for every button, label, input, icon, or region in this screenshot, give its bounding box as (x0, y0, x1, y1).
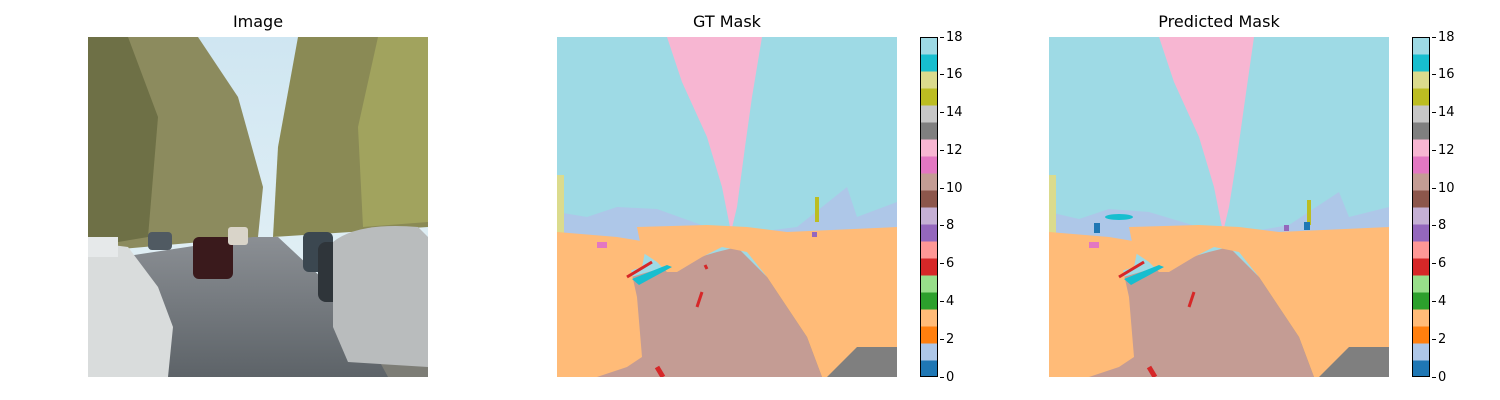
colorbar-frame (1412, 37, 1430, 377)
colorbar-swatch (920, 343, 938, 361)
predicted-colorbar (1412, 37, 1430, 378)
gt-mask-title: GT Mask (693, 12, 761, 31)
colorbar-tick-label: 0 (939, 369, 955, 385)
colorbar-tick-label: 2 (939, 331, 955, 347)
colorbar-swatch (1412, 360, 1430, 378)
colorbar-swatch (1412, 122, 1430, 140)
colorbar-swatch (1412, 105, 1430, 123)
colorbar-tick-label: 8 (1431, 218, 1447, 234)
colorbar-swatch (1412, 88, 1430, 106)
colorbar-swatch (920, 54, 938, 72)
colorbar-tick-label: 2 (1431, 331, 1447, 347)
predicted-mask-title: Predicted Mask (1158, 12, 1280, 31)
colorbar-swatch (920, 156, 938, 174)
colorbar-swatch (920, 71, 938, 89)
colorbar-swatch (920, 139, 938, 157)
colorbar-swatch (1412, 326, 1430, 344)
colorbar-tick-label: 16 (940, 67, 963, 83)
colorbar-tick-label: 6 (1431, 256, 1447, 272)
colorbar-tick-label: 10 (940, 180, 963, 196)
colorbar-swatch (920, 88, 938, 106)
colorbar-swatch (920, 360, 938, 378)
colorbar-swatch (920, 241, 938, 259)
colorbar-swatch (1412, 343, 1430, 361)
colorbar-swatch (920, 105, 938, 123)
colorbar-swatch (920, 173, 938, 191)
colorbar-swatch (1412, 309, 1430, 327)
colorbar-swatch (1412, 71, 1430, 89)
gt-colorbar (920, 37, 938, 378)
colorbar-frame (920, 37, 938, 377)
colorbar-tick-label: 4 (939, 293, 955, 309)
colorbar-swatch (1412, 156, 1430, 174)
colorbar-tick-label: 18 (1432, 29, 1455, 45)
colorbar-swatch (920, 326, 938, 344)
colorbar-tick-label: 12 (940, 142, 963, 158)
colorbar-swatch (1412, 173, 1430, 191)
gt-mask (557, 37, 897, 377)
colorbar-swatch (920, 207, 938, 225)
colorbar-swatch (920, 224, 938, 242)
colorbar-tick-label: 10 (1432, 180, 1455, 196)
colorbar-tick-label: 0 (1431, 369, 1447, 385)
predicted-colorbar-ticks: 0 2 4 6 8 10 12 14 16 18 (1431, 31, 1478, 384)
colorbar-swatch (1412, 241, 1430, 259)
gt-colorbar-ticks: 0 2 4 6 8 10 12 14 16 18 (939, 31, 986, 384)
colorbar-swatch (1412, 224, 1430, 242)
colorbar-swatch (920, 292, 938, 310)
colorbar-tick-label: 14 (1432, 105, 1455, 121)
colorbar-swatch (1412, 258, 1430, 276)
colorbar-swatch (1412, 37, 1430, 55)
street-image (88, 37, 428, 377)
predicted-mask (1049, 37, 1389, 377)
colorbar-swatch (920, 190, 938, 208)
colorbar-swatch (920, 258, 938, 276)
colorbar-tick-label: 4 (1431, 293, 1447, 309)
colorbar-tick-label: 16 (1432, 67, 1455, 83)
colorbar-swatch (920, 122, 938, 140)
colorbar-tick-label: 14 (940, 105, 963, 121)
colorbar-tick-label: 12 (1432, 142, 1455, 158)
colorbar-tick-label: 8 (939, 218, 955, 234)
colorbar-swatch (1412, 207, 1430, 225)
colorbar-swatch (1412, 275, 1430, 293)
colorbar-swatch (1412, 190, 1430, 208)
image-panel-title: Image (232, 12, 284, 31)
colorbar-swatch (1412, 139, 1430, 157)
colorbar-tick-label: 18 (940, 29, 963, 45)
colorbar-swatch (920, 37, 938, 55)
colorbar-swatch (920, 309, 938, 327)
colorbar-swatch (1412, 292, 1430, 310)
colorbar-swatch (920, 275, 938, 293)
colorbar-tick-label: 6 (939, 256, 955, 272)
colorbar-swatch (1412, 54, 1430, 72)
